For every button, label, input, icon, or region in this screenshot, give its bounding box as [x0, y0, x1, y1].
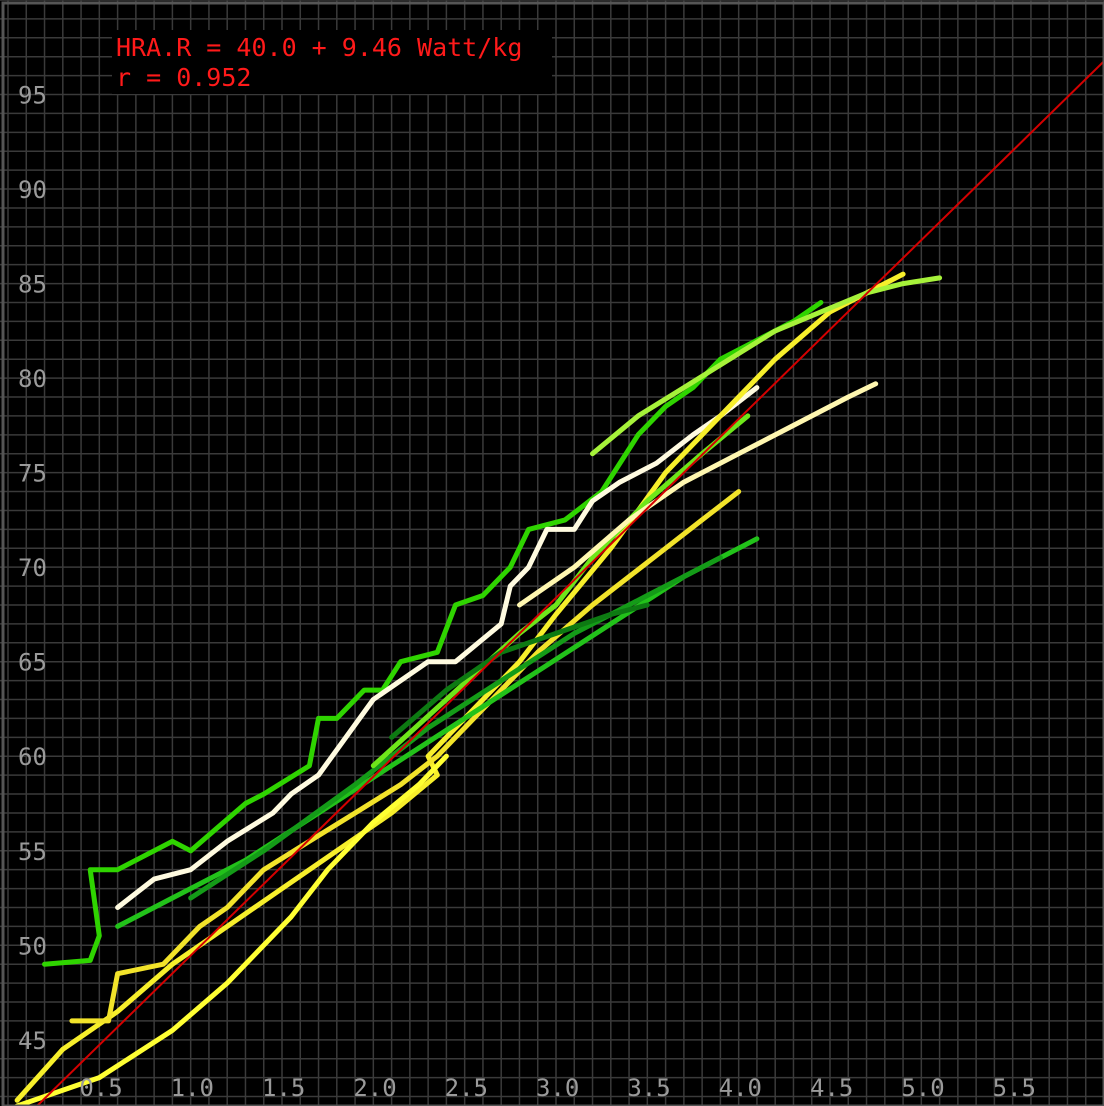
y-tick-label: 90 [18, 176, 47, 204]
x-tick-label: 1.5 [262, 1074, 305, 1102]
x-tick-label: 1.0 [171, 1074, 214, 1102]
series-line [389, 602, 650, 740]
x-tick-label: 3.0 [536, 1074, 579, 1102]
series-line [590, 275, 943, 457]
x-tick-labels: 0.5 1.0 1.5 2.0 2.5 3.0 3.5 4.0 4.5 5.0 5.5 [79, 1074, 1036, 1102]
series-line [517, 381, 879, 608]
y-tick-label: 65 [18, 649, 47, 677]
y-tick-label: 75 [18, 460, 47, 488]
series-line [42, 300, 824, 967]
y-tick-label: 45 [18, 1027, 47, 1055]
series-line [14, 753, 449, 1106]
series-line [115, 385, 760, 910]
x-tick-label: 0.5 [79, 1074, 122, 1102]
annotation-correlation: r = 0.952 [116, 63, 251, 92]
series-line [370, 413, 751, 769]
x-tick-label: 5.0 [901, 1074, 944, 1102]
x-tick-label: 5.5 [993, 1074, 1036, 1102]
y-tick-label: 80 [18, 365, 47, 393]
y-tick-label: 70 [18, 554, 47, 582]
series-line [115, 536, 760, 929]
series-layer [14, 271, 943, 1106]
x-tick-label: 2.0 [353, 1074, 396, 1102]
x-tick-label: 4.5 [810, 1074, 853, 1102]
x-tick-label: 2.5 [445, 1074, 488, 1102]
x-tick-label: 4.0 [719, 1074, 762, 1102]
annotation-equation: HRA.R = 40.0 + 9.46 Watt/kg [116, 33, 522, 62]
y-tick-label: 50 [18, 932, 47, 960]
y-tick-labels: 45 50 55 60 65 70 75 80 85 90 95 [18, 82, 47, 1055]
regression-layer [35, 60, 1104, 1106]
series-line [69, 489, 742, 1024]
y-tick-label: 85 [18, 271, 47, 299]
y-tick-label: 55 [18, 838, 47, 866]
series-line [14, 271, 906, 1103]
series-line [188, 555, 723, 901]
x-tick-label: 3.5 [627, 1074, 670, 1102]
annotation-backdrop [112, 30, 552, 94]
regression-line [35, 60, 1104, 1106]
y-tick-label: 95 [18, 82, 47, 110]
y-tick-label: 60 [18, 743, 47, 771]
